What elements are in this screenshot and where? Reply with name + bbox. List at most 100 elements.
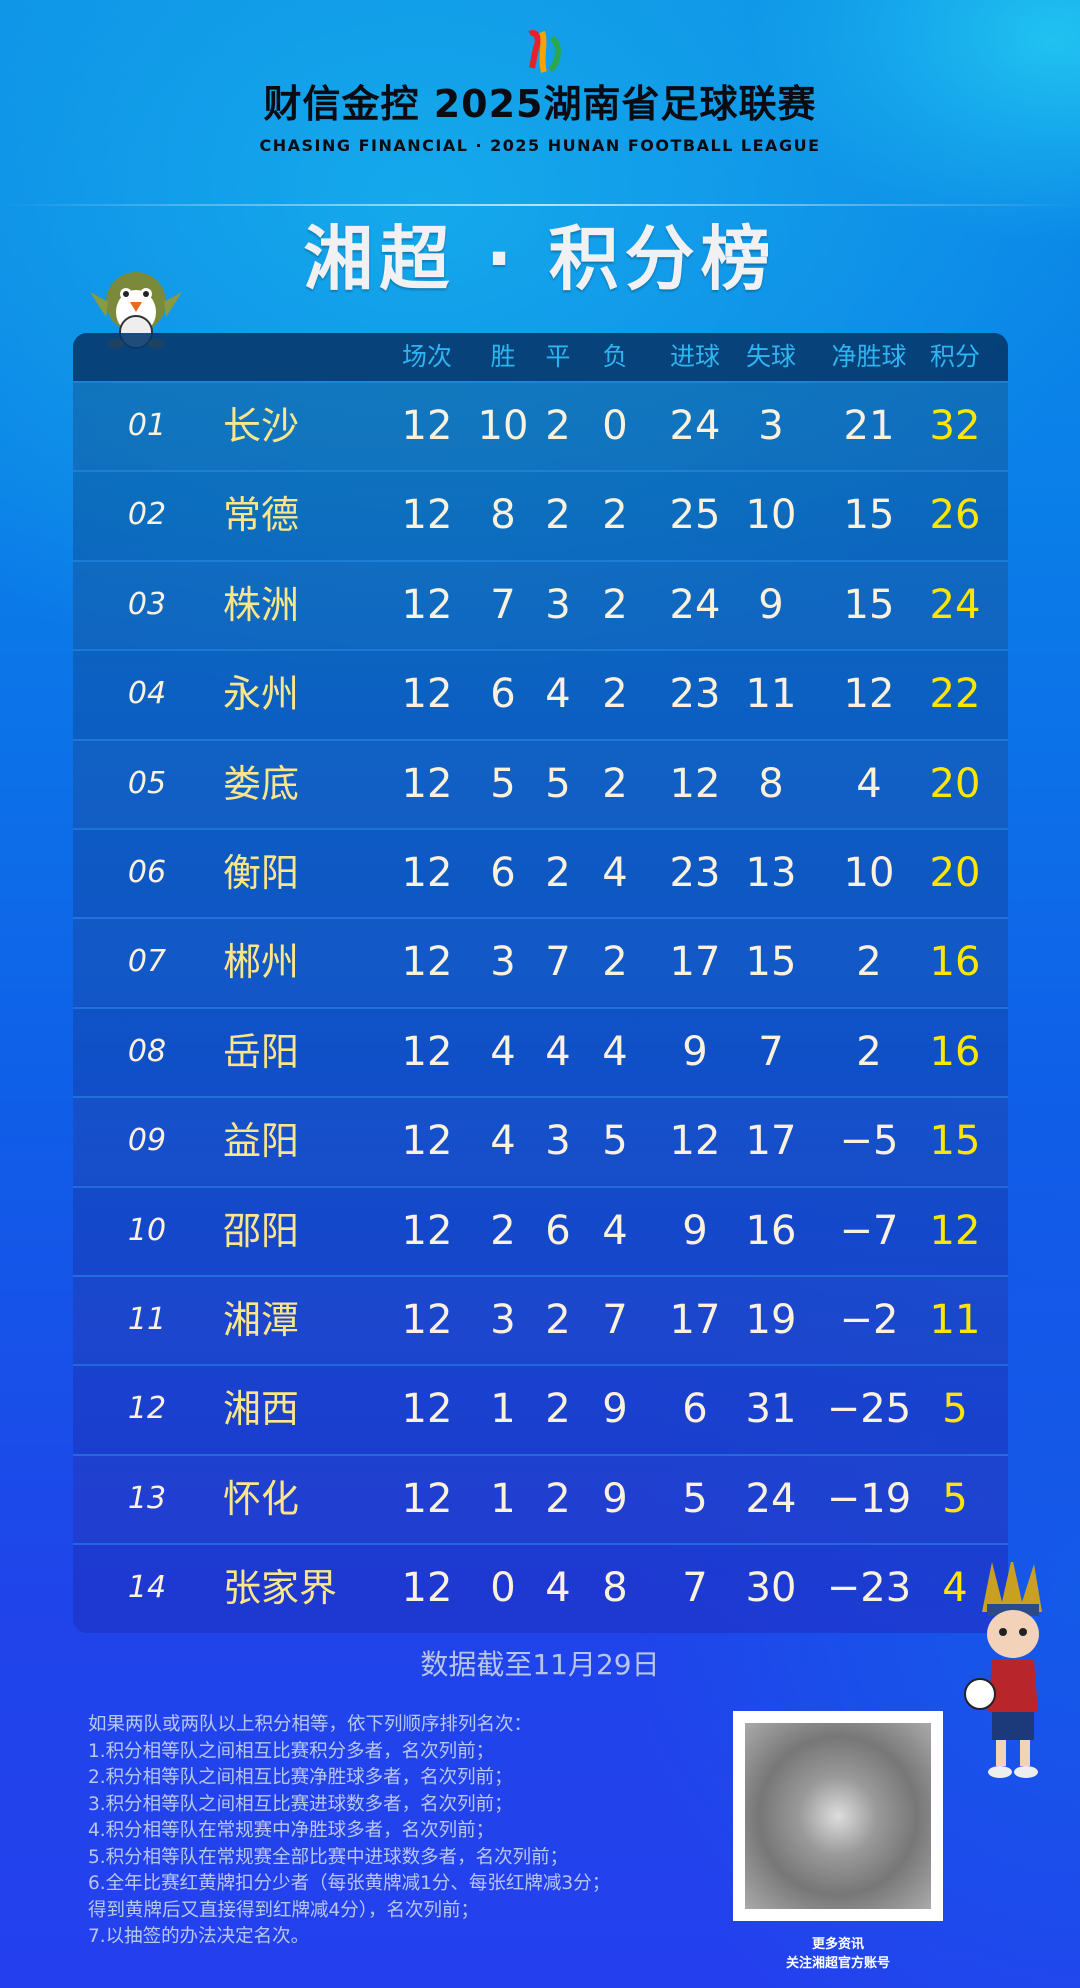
goals-against-cell: 31 (745, 1386, 797, 1433)
league-logo-icon (528, 30, 561, 73)
qr-code[interactable] (733, 1711, 943, 1921)
goal-difference-cell: 10 (843, 850, 895, 896)
played-cell: 12 (401, 492, 453, 539)
team-name: 湘西 (223, 1387, 300, 1432)
goal-difference-cell: 4 (856, 760, 882, 807)
table-row: 14 张家界 12 0 4 8 7 30 −23 4 (73, 1543, 1008, 1632)
team-name: 张家界 (223, 1566, 338, 1611)
played-cell: 12 (401, 1028, 453, 1075)
goals-against-cell: 24 (745, 1475, 797, 1522)
goals-against-cell: 16 (745, 1207, 797, 1254)
won-cell: 1 (490, 1475, 516, 1522)
lost-cell: 2 (602, 671, 628, 718)
header-won: 胜 (490, 342, 516, 371)
played-cell: 12 (401, 403, 453, 449)
data-as-of-date: 数据截至11月29日 (420, 1648, 660, 1681)
goals-against-cell: 17 (745, 1118, 797, 1165)
table-row: 05 娄底 12 5 5 2 12 8 4 20 (73, 738, 1008, 828)
rank-cell: 12 (127, 1391, 167, 1427)
drawn-cell: 2 (545, 1475, 571, 1522)
team-name: 岳阳 (223, 1029, 300, 1074)
goals-against-cell: 3 (758, 403, 784, 449)
won-cell: 6 (490, 671, 516, 718)
lost-cell: 9 (602, 1386, 628, 1433)
qr-caption: 更多资讯 关注湘超官方账号 (733, 1935, 943, 1973)
team-name: 长沙 (223, 404, 300, 448)
points-cell: 22 (929, 671, 981, 718)
goals-for-cell: 25 (669, 492, 721, 539)
rule-item: 7.以抽签的办法决定名次。 (88, 1926, 310, 1947)
rules-intro: 如果两队或两队以上积分相等，依下列顺序排列名次： (88, 1714, 533, 1735)
drawn-cell: 7 (545, 939, 571, 986)
points-cell: 12 (929, 1207, 981, 1254)
brand-title: 财信金控 2025湖南省足球联赛 (263, 82, 817, 126)
rule-item: 1.积分相等队之间相互比赛积分多者，名次列前； (88, 1740, 495, 1762)
won-cell: 2 (490, 1207, 516, 1254)
header-drawn: 平 (545, 342, 571, 371)
won-cell: 10 (477, 403, 529, 449)
rank-cell: 03 (127, 586, 167, 622)
goals-for-cell: 5 (682, 1475, 708, 1522)
lost-cell: 9 (602, 1475, 628, 1522)
lost-cell: 5 (602, 1118, 628, 1165)
played-cell: 12 (401, 1207, 453, 1254)
goal-difference-cell: 21 (843, 403, 895, 449)
divider (0, 204, 1080, 206)
goal-difference-cell: 2 (856, 939, 882, 986)
header-goals-against: 失球 (745, 342, 797, 371)
goals-against-cell: 30 (745, 1565, 797, 1612)
points-cell: 5 (942, 1475, 968, 1522)
goals-against-cell: 9 (758, 581, 784, 628)
drawn-cell: 4 (545, 1565, 571, 1612)
goals-for-cell: 9 (682, 1028, 708, 1075)
standings-table: 场次 胜 平 负 进球 失球 净胜球 积分 01 长沙 12 10 2 0 24 3 21 32 0… (73, 333, 1008, 1633)
goals-for-cell: 7 (682, 1565, 708, 1612)
table-row: 08 岳阳 12 4 4 4 9 7 2 16 (73, 1006, 1008, 1096)
played-cell: 12 (401, 1565, 453, 1612)
table-row: 10 邵阳 12 2 6 4 9 16 −7 12 (73, 1185, 1008, 1275)
header-goal-difference: 净胜球 (831, 342, 907, 371)
qr-caption-line1: 更多资讯 (811, 1937, 864, 1952)
drawn-cell: 2 (545, 403, 571, 449)
played-cell: 12 (401, 1297, 453, 1343)
lost-cell: 4 (602, 850, 628, 896)
points-cell: 15 (929, 1118, 981, 1165)
goal-difference-cell: −7 (839, 1207, 899, 1254)
points-cell: 24 (929, 581, 981, 628)
points-cell: 4 (942, 1565, 968, 1612)
rank-cell: 08 (127, 1033, 167, 1069)
header-played: 场次 (401, 342, 453, 371)
bird-mascot-icon (90, 272, 182, 349)
points-cell: 16 (929, 939, 981, 986)
goals-against-cell: 7 (758, 1028, 784, 1075)
rank-cell: 14 (127, 1570, 167, 1606)
table-row: 07 郴州 12 3 7 2 17 15 2 16 (73, 917, 1008, 1006)
won-cell: 7 (490, 581, 516, 628)
team-name: 怀化 (223, 1476, 300, 1521)
points-cell: 11 (929, 1297, 981, 1343)
points-cell: 32 (929, 403, 981, 449)
won-cell: 5 (490, 760, 516, 807)
played-cell: 12 (401, 760, 453, 807)
lost-cell: 2 (602, 939, 628, 986)
lost-cell: 2 (602, 760, 628, 807)
drawn-cell: 4 (545, 1028, 571, 1075)
goals-for-cell: 12 (669, 760, 721, 807)
goals-against-cell: 19 (745, 1297, 797, 1343)
played-cell: 12 (401, 1475, 453, 1522)
table-row: 13 怀化 12 1 2 9 5 24 −19 5 (73, 1453, 1008, 1543)
goals-for-cell: 17 (669, 1297, 721, 1343)
played-cell: 12 (401, 1118, 453, 1165)
rule-item: 得到黄牌后又直接得到红牌减4分），名次列前； (88, 1899, 480, 1921)
page-title: 湘超 · 积分榜 (303, 218, 777, 300)
goals-for-cell: 12 (669, 1118, 721, 1165)
played-cell: 12 (401, 850, 453, 896)
goals-for-cell: 24 (669, 403, 721, 449)
team-name: 湘潭 (223, 1298, 300, 1342)
table-row: 09 益阳 12 4 3 5 12 17 −5 15 (73, 1096, 1008, 1185)
goal-difference-cell: −5 (839, 1118, 899, 1165)
goals-for-cell: 23 (669, 671, 721, 718)
points-cell: 20 (929, 850, 981, 896)
team-name: 株洲 (223, 582, 300, 627)
rank-cell: 05 (127, 765, 167, 801)
